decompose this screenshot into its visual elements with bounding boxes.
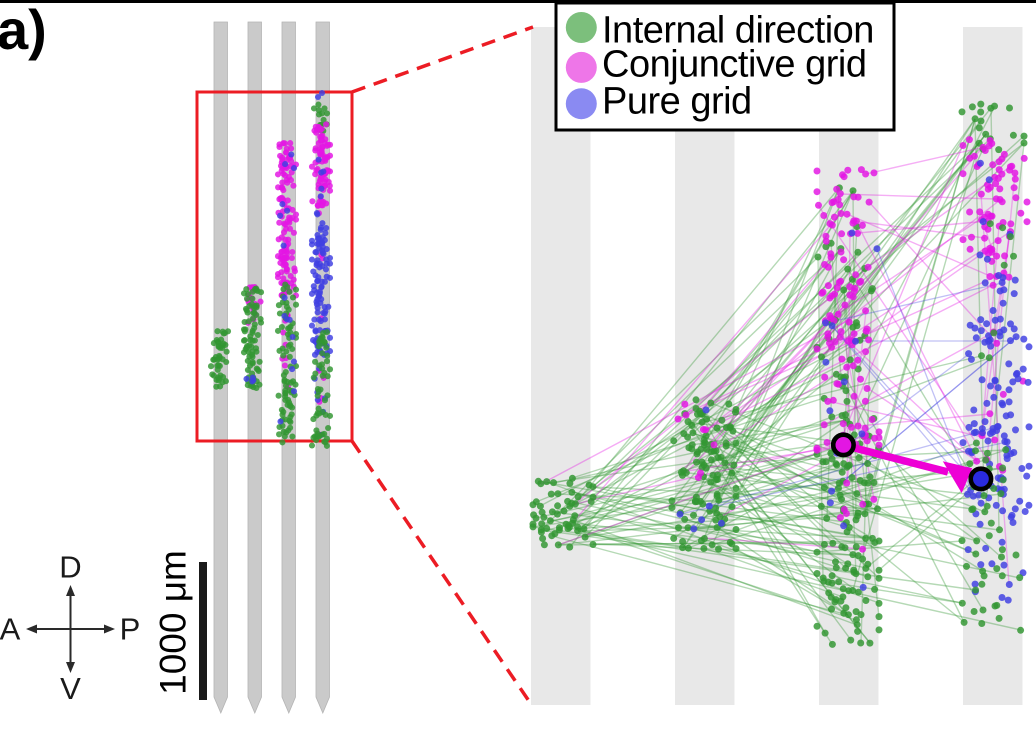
svg-text:D: D bbox=[59, 550, 81, 585]
svg-text:A: A bbox=[0, 612, 21, 647]
svg-text:1000 μm: 1000 μm bbox=[153, 550, 194, 695]
svg-text:a): a) bbox=[0, 0, 47, 61]
svg-text:P: P bbox=[120, 612, 141, 647]
svg-text:Conjunctive grid: Conjunctive grid bbox=[602, 44, 866, 86]
svg-text:Internal direction: Internal direction bbox=[602, 9, 874, 51]
svg-text:V: V bbox=[60, 671, 81, 706]
svg-text:Pure grid: Pure grid bbox=[602, 80, 752, 122]
